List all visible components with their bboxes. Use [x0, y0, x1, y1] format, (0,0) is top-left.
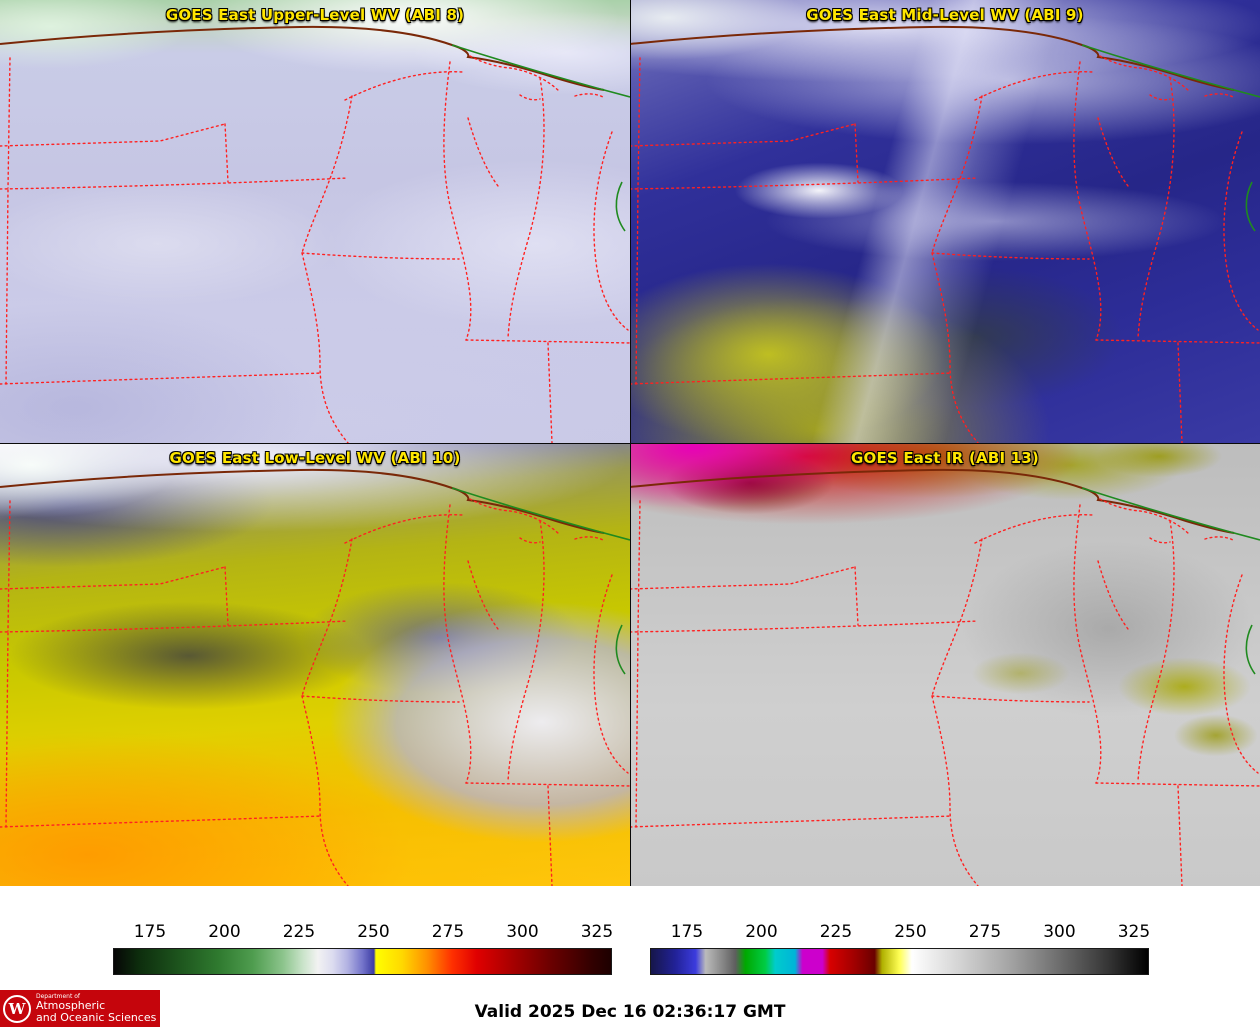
panel-ir: GOES East IR (ABI 13) [630, 443, 1260, 886]
colorbar-tick-label: 200 [208, 922, 241, 942]
colorbar-tick-label: 225 [282, 922, 316, 942]
colorbar-tick-label: 300 [1043, 922, 1076, 942]
colorbar-tick-label: 250 [357, 922, 390, 942]
panel-low-level-wv: GOES East Low-Level WV (ABI 10) [0, 443, 630, 886]
logo-dept-line: Department of [36, 992, 80, 1000]
state-boundaries-overlay [630, 468, 1260, 886]
wv-colorbar [113, 948, 612, 975]
panel-title-abi10: GOES East Low-Level WV (ABI 10) [169, 449, 461, 467]
colorbar-tick-label: 325 [580, 922, 614, 942]
logo-text: Department of Atmospheric and Oceanic Sc… [36, 992, 157, 1024]
colorbar-tick-label: 275 [431, 922, 465, 942]
logo-name-line2: and Oceanic Sciences [36, 1010, 157, 1024]
colorbar-tick-label: 300 [506, 922, 539, 942]
state-boundaries-overlay [630, 25, 1260, 443]
colorbar-tick-label: 275 [968, 922, 1002, 942]
state-boundaries-overlay [0, 25, 630, 443]
colorbar-tick-label: 175 [133, 922, 167, 942]
valid-timestamp: Valid 2025 Dec 16 02:36:17 GMT [474, 1002, 786, 1022]
colorbar-tick-label: 200 [745, 922, 778, 942]
panel-title-abi8: GOES East Upper-Level WV (ABI 8) [165, 6, 465, 24]
ir-colorbar [650, 948, 1149, 975]
uw-aos-logo[interactable]: W Department of Atmospheric and Oceanic … [0, 990, 160, 1027]
ir-colorbar-tick-labels: 175 200 225 250 275 300 325 [650, 916, 1151, 942]
panel-upper-level-wv: GOES East Upper-Level WV (ABI 8) [0, 0, 630, 443]
panel-title-abi13: GOES East IR (ABI 13) [850, 449, 1039, 467]
state-boundaries-overlay [0, 468, 630, 886]
colorbar-tick-label: 225 [819, 922, 853, 942]
colorbar-tick-label: 325 [1117, 922, 1151, 942]
uw-crest-icon: W [3, 994, 31, 1023]
colorbar-tick-label: 250 [894, 922, 927, 942]
crest-letter: W [8, 999, 26, 1018]
panel-title-abi9: GOES East Mid-Level WV (ABI 9) [806, 6, 1084, 24]
logo-name-line1: Atmospheric [36, 999, 106, 1013]
panel-mid-level-wv: GOES East Mid-Level WV (ABI 9) [630, 0, 1260, 443]
satellite-quadpanel: GOES East Upper-Level WV (ABI 8) GOES Ea… [0, 0, 1260, 886]
wv-colorbar-tick-labels: 175 200 225 250 275 300 325 [113, 916, 614, 942]
colorbar-tick-label: 175 [670, 922, 704, 942]
